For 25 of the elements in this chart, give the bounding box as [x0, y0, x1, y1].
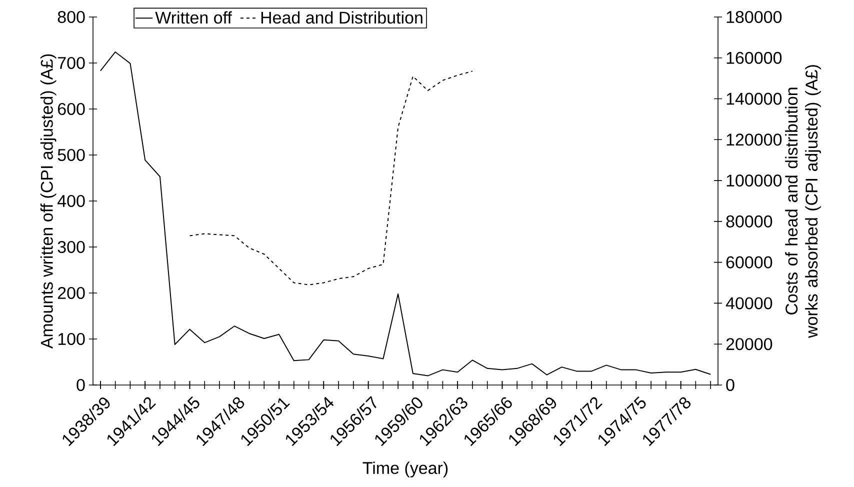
- legend-label: Written off: [155, 11, 232, 24]
- y2-tick-label: 20000: [726, 338, 772, 350]
- legend-label: Head and Distribution: [261, 11, 422, 24]
- y-tick-label: 600: [58, 102, 85, 116]
- y-tick-label: 700: [58, 56, 85, 70]
- y-axis-title: Amounts written off (CPI adjusted) (A£): [40, 54, 56, 349]
- y2-tick-label: 120000: [726, 134, 782, 146]
- y-tick-label: 500: [58, 148, 85, 162]
- x-axis-title: Time (year): [362, 462, 448, 478]
- y-tick-label: 800: [58, 10, 85, 24]
- line-series: [100, 51, 712, 376]
- y-tick-label: 100: [58, 332, 85, 346]
- y2-tick-label: 0: [726, 378, 734, 392]
- y-tick-label: 200: [58, 286, 85, 300]
- y2-tick-label: 100000: [726, 174, 782, 187]
- y2-tick-label: 160000: [726, 52, 782, 64]
- y-tick-label: 0: [76, 378, 85, 392]
- y-tick-label: 300: [58, 240, 85, 254]
- y2-tick-label: 40000: [726, 297, 772, 310]
- y-tick-label: 400: [58, 194, 85, 208]
- y2-tick-label: 180000: [726, 10, 782, 24]
- y2-tick-label: 60000: [726, 256, 772, 268]
- y2-tick-label: 140000: [726, 92, 782, 105]
- y2-tick-label: 80000: [726, 215, 772, 228]
- y2-axis-title: Costs of head and distribution works absorbed (CPI adjusted) (A£): [785, 65, 821, 338]
